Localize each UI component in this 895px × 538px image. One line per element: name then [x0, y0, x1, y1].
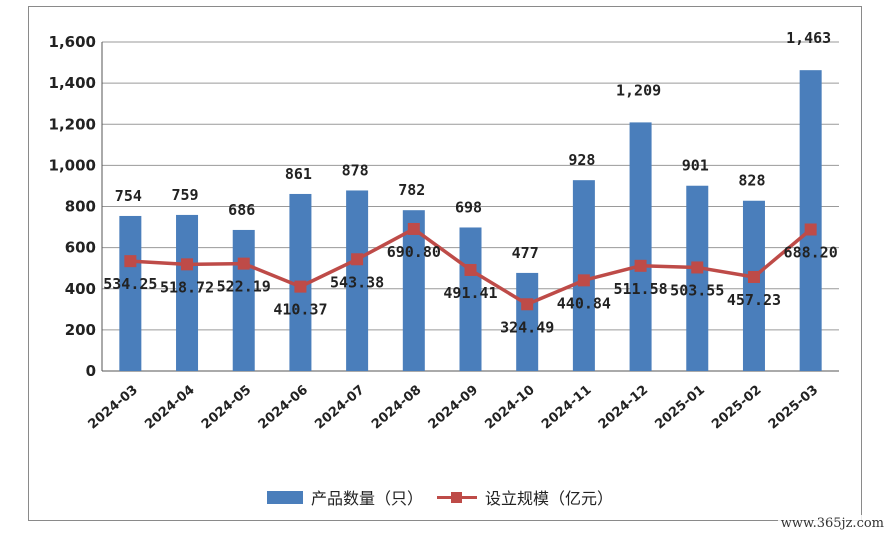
bar — [742, 200, 765, 371]
bar-value-label: 1,209 — [616, 81, 661, 99]
line-value-label: 457.23 — [727, 291, 781, 309]
chart-frame: 0 200 400 600 800 1,000 1,200 1,400 1,600 2024-03… — [28, 6, 862, 521]
x-tick-label: 2025-02 — [709, 383, 764, 433]
line-value-label: 518.72 — [160, 278, 214, 296]
x-tick-label: 2024-04 — [142, 383, 197, 433]
x-tick-label: 2024-09 — [426, 383, 481, 433]
bar — [232, 229, 255, 371]
bar-value-label: 828 — [738, 172, 765, 190]
line-marker — [521, 298, 534, 311]
bar — [346, 190, 369, 371]
line-marker — [691, 261, 704, 274]
legend-bar-swatch — [267, 490, 303, 504]
line-marker — [634, 259, 647, 272]
x-tick-label: 2024-12 — [596, 383, 651, 433]
line-marker — [181, 258, 194, 271]
bar-value-label: 782 — [398, 181, 425, 199]
bar — [629, 122, 652, 371]
y-tick-label: 1,200 — [49, 115, 96, 133]
x-tick-label: 2024-10 — [482, 383, 537, 433]
line-marker — [407, 222, 420, 235]
legend-bar-label: 产品数量（只） — [311, 489, 424, 508]
line-value-label: 511.58 — [613, 280, 667, 298]
line-value-label: 543.38 — [330, 273, 384, 291]
legend-line-label: 设立规模（亿元） — [485, 489, 614, 508]
line-value-label: 534.25 — [103, 275, 157, 293]
legend-item-bar: 产品数量（只） — [267, 485, 423, 509]
line-value-label: 503.55 — [670, 281, 724, 299]
x-tick-label: 2024-03 — [86, 383, 141, 433]
x-tick-label: 2025-01 — [652, 383, 707, 433]
line-marker — [351, 253, 364, 266]
y-tick-label: 800 — [65, 198, 96, 216]
line-marker — [294, 280, 307, 293]
bar-value-label: 754 — [115, 187, 142, 205]
y-tick-label: 200 — [65, 321, 96, 339]
x-tick-label: 2024-05 — [199, 383, 254, 433]
y-tick-label: 1,400 — [49, 74, 96, 92]
y-tick-label: 600 — [65, 239, 96, 257]
y-tick-label: 1,000 — [49, 156, 96, 174]
bar-value-label: 686 — [228, 201, 255, 219]
bar — [686, 185, 709, 371]
x-tick-label: 2024-11 — [539, 383, 594, 433]
bar-value-label: 928 — [568, 151, 595, 169]
line-value-label: 491.41 — [443, 284, 497, 302]
bar — [119, 215, 142, 371]
y-tick-label: 400 — [65, 280, 96, 298]
line-value-label: 440.84 — [557, 294, 611, 312]
bar — [176, 214, 199, 371]
bar-value-label: 698 — [455, 198, 482, 216]
x-tick-label: 2024-07 — [312, 383, 367, 433]
line-marker — [804, 223, 817, 236]
bar-value-label: 901 — [682, 157, 709, 175]
line-value-label: 324.49 — [500, 318, 554, 336]
bar-value-label: 477 — [512, 244, 539, 262]
legend-line-swatch — [437, 491, 478, 504]
x-tick-label: 2025-03 — [766, 383, 821, 433]
bar-value-label: 1,463 — [786, 29, 831, 47]
line-marker — [237, 257, 250, 270]
line-value-label: 688.20 — [784, 243, 838, 261]
y-tick-label: 1,600 — [49, 33, 96, 51]
line-value-label: 522.19 — [217, 278, 271, 296]
bar — [402, 210, 425, 371]
bar-value-label: 759 — [171, 186, 198, 204]
chart-legend: 产品数量（只） 设立规模（亿元） — [267, 485, 613, 509]
bar — [799, 70, 822, 371]
legend-item-line: 设立规模（亿元） — [437, 485, 613, 509]
line-value-label: 410.37 — [273, 301, 327, 319]
bar-value-label: 878 — [342, 161, 369, 179]
bar-value-label: 861 — [285, 165, 312, 183]
chart-plot: 0 200 400 600 800 1,000 1,200 1,400 1,600 2024-03… — [49, 29, 839, 433]
line-marker — [124, 255, 137, 268]
bar — [459, 227, 482, 371]
y-tick-label: 0 — [86, 362, 96, 380]
bar — [516, 272, 539, 371]
x-tick-label: 2024-08 — [369, 383, 424, 433]
line-value-label: 690.80 — [387, 243, 441, 261]
line-marker — [577, 274, 590, 287]
line-marker — [747, 270, 760, 283]
line-marker — [464, 263, 477, 276]
x-tick-label: 2024-06 — [256, 383, 311, 433]
watermark: www.365jz.com — [777, 515, 887, 532]
